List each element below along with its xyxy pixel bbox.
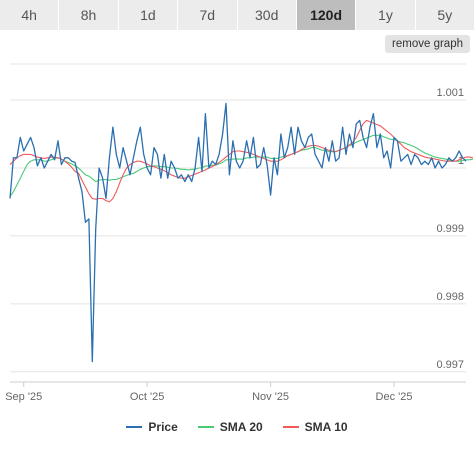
remove-graph-button[interactable]: remove graph [385,35,470,53]
series-line-price [9,102,467,363]
legend-label-sma10: SMA 10 [304,420,348,434]
y-tick-label: 1.001 [436,87,464,99]
tab-7d[interactable]: 7d [178,0,238,30]
tab-4h[interactable]: 4h [0,0,60,30]
series-line-sma10 [9,119,474,203]
legend-label-sma20: SMA 20 [219,420,263,434]
tab-1d[interactable]: 1d [118,0,179,30]
x-tick-label: Sep '25 [5,391,42,403]
y-tick-label: 0.998 [436,291,464,303]
y-tick-label: 0.997 [436,359,464,371]
legend-item-sma10[interactable]: SMA 10 [282,420,348,434]
series-line-sma20 [9,134,474,197]
legend-swatch-sma10 [282,426,299,428]
tab-1y[interactable]: 1y [356,0,416,30]
legend-item-sma20[interactable]: SMA 20 [197,420,263,434]
x-tick-label: Dec '25 [376,391,413,403]
legend-swatch-price [126,426,143,428]
tab-5y[interactable]: 5y [415,0,474,30]
tab-8h[interactable]: 8h [59,0,119,30]
legend-label-price: Price [148,420,178,434]
legend-item-price[interactable]: Price [126,420,178,434]
tab-30d[interactable]: 30d [237,0,297,30]
chart-legend: Price SMA 20 SMA 10 [0,420,474,434]
x-tick-label: Oct '25 [130,391,165,403]
y-tick-label: 0.999 [436,223,464,235]
x-tick-label: Nov '25 [252,391,289,403]
timeframe-tabs: 4h 8h 1d 7d 30d 120d 1y 5y [0,0,474,30]
tab-120d[interactable]: 120d [296,0,357,30]
legend-swatch-sma20 [197,426,214,428]
